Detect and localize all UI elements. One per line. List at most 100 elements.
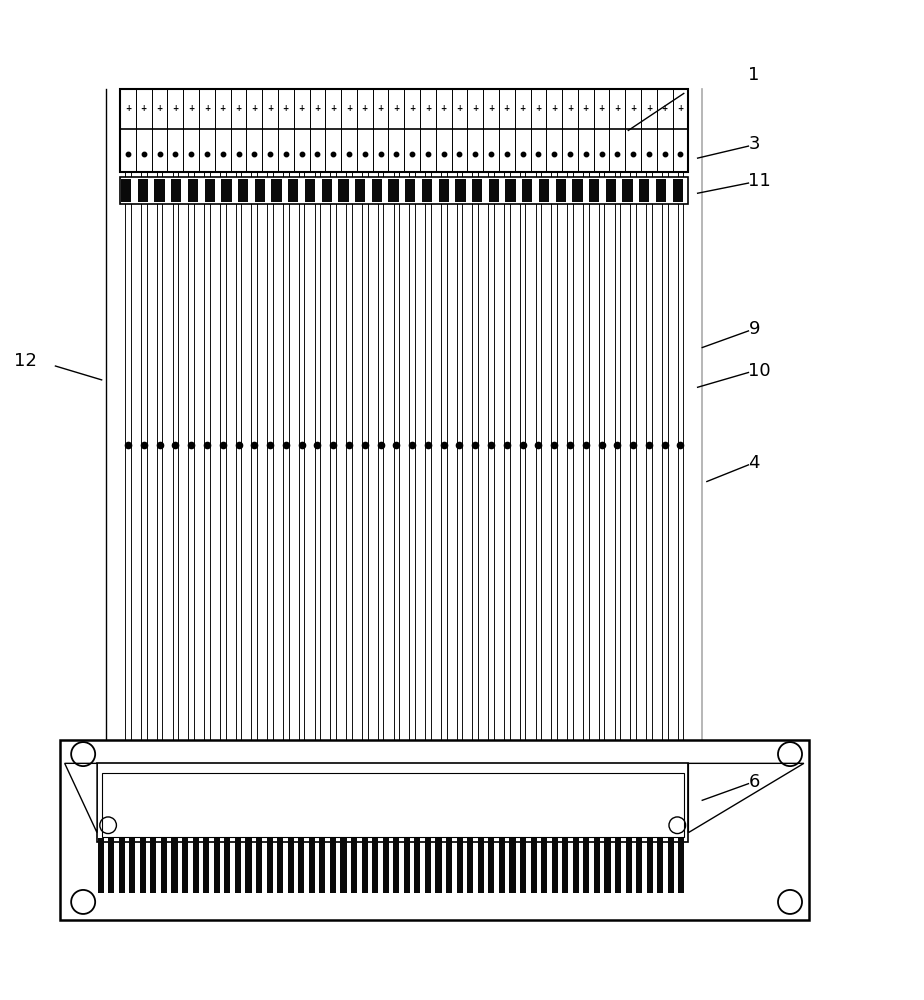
Text: +: + — [441, 104, 447, 113]
Bar — [322, 179, 332, 202]
Text: +: + — [566, 104, 573, 113]
Bar — [171, 179, 181, 202]
Text: +: + — [361, 104, 368, 113]
Bar — [277, 838, 283, 893]
Bar — [120, 177, 688, 204]
Polygon shape — [65, 763, 97, 833]
Text: +: + — [172, 104, 178, 113]
Text: 12: 12 — [14, 352, 37, 370]
Bar — [562, 838, 568, 893]
Text: 11: 11 — [748, 172, 772, 190]
Text: +: + — [188, 104, 194, 113]
Bar — [108, 838, 115, 893]
Bar — [98, 838, 103, 893]
Text: +: + — [283, 104, 289, 113]
Text: +: + — [330, 104, 336, 113]
Bar — [509, 838, 516, 893]
Bar — [472, 179, 482, 202]
Bar — [320, 838, 325, 893]
Bar — [668, 838, 674, 893]
Text: +: + — [504, 104, 510, 113]
Text: +: + — [630, 104, 637, 113]
Bar — [118, 838, 125, 893]
Bar — [573, 838, 578, 893]
Text: 1: 1 — [748, 66, 760, 84]
Bar — [639, 179, 650, 202]
Text: +: + — [236, 104, 242, 113]
Text: +: + — [314, 104, 321, 113]
Bar — [520, 838, 526, 893]
Bar — [421, 179, 432, 202]
Bar — [182, 838, 188, 893]
Bar — [673, 179, 683, 202]
Bar — [394, 838, 399, 893]
Text: +: + — [662, 104, 668, 113]
Text: +: + — [377, 104, 383, 113]
Bar — [456, 838, 463, 893]
Bar — [552, 838, 558, 893]
Bar — [60, 740, 808, 920]
Bar — [404, 838, 410, 893]
Bar — [626, 838, 632, 893]
Bar — [383, 838, 389, 893]
Text: +: + — [346, 104, 352, 113]
Bar — [371, 179, 382, 202]
Text: +: + — [140, 104, 147, 113]
Text: 3: 3 — [748, 135, 760, 153]
Text: +: + — [394, 104, 399, 113]
Bar — [238, 179, 249, 202]
Bar — [405, 179, 416, 202]
Bar — [539, 179, 549, 202]
Bar — [266, 838, 273, 893]
Bar — [138, 179, 148, 202]
Bar — [488, 838, 494, 893]
Bar — [298, 838, 304, 893]
Bar — [499, 838, 505, 893]
Bar — [213, 838, 220, 893]
Bar — [140, 838, 146, 893]
Bar — [309, 838, 315, 893]
Bar — [97, 763, 688, 842]
Bar — [489, 179, 499, 202]
Bar — [656, 179, 666, 202]
Bar — [161, 838, 167, 893]
Bar — [647, 838, 652, 893]
Text: 9: 9 — [748, 320, 760, 338]
Bar — [246, 838, 251, 893]
Bar — [151, 838, 156, 893]
Bar — [225, 838, 230, 893]
Text: +: + — [156, 104, 163, 113]
Bar — [589, 179, 600, 202]
Bar — [255, 179, 265, 202]
Bar — [120, 89, 688, 172]
Bar — [522, 179, 532, 202]
Text: +: + — [519, 104, 526, 113]
Text: +: + — [551, 104, 557, 113]
Text: +: + — [456, 104, 463, 113]
Bar — [272, 179, 282, 202]
Bar — [604, 838, 611, 893]
Bar — [192, 838, 199, 893]
Text: +: + — [488, 104, 494, 113]
Bar — [121, 179, 131, 202]
Bar — [583, 838, 590, 893]
Bar — [439, 179, 449, 202]
Bar — [435, 838, 442, 893]
Bar — [572, 179, 583, 202]
Text: +: + — [535, 104, 541, 113]
Text: +: + — [251, 104, 258, 113]
Bar — [340, 838, 346, 893]
Text: +: + — [267, 104, 274, 113]
Bar — [388, 179, 399, 202]
Text: +: + — [298, 104, 305, 113]
Bar — [372, 838, 378, 893]
Bar — [623, 179, 633, 202]
Bar — [256, 838, 262, 893]
Text: 4: 4 — [748, 454, 760, 472]
Bar — [129, 838, 135, 893]
Bar — [456, 179, 466, 202]
Bar — [188, 179, 198, 202]
Bar — [636, 838, 642, 893]
Bar — [203, 838, 209, 893]
Text: +: + — [125, 104, 131, 113]
